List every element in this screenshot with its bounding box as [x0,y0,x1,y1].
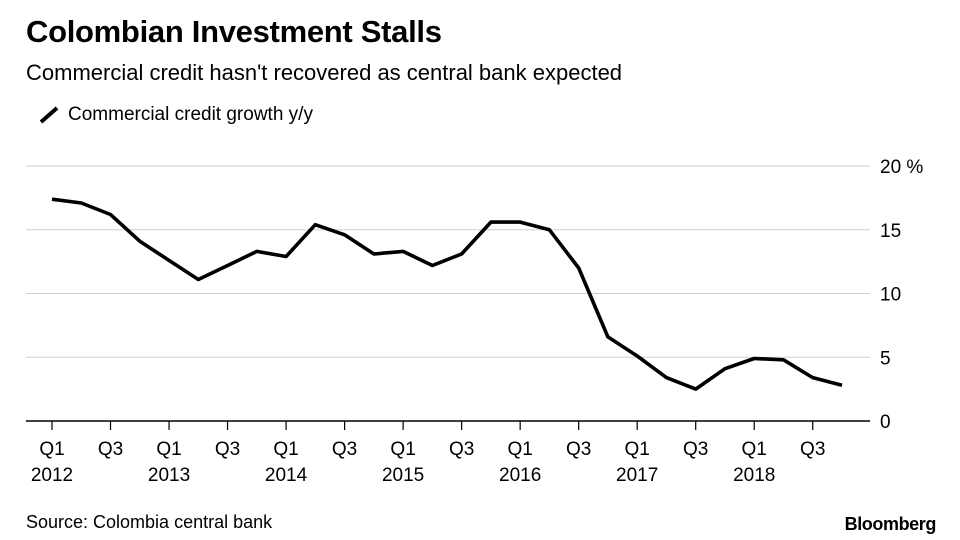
chart-title: Colombian Investment Stalls [26,14,442,49]
x-tick-label-18: Q3 [566,439,591,460]
y-tick-label-5: 5 [880,348,891,369]
x-year-label-2012: 2012 [31,465,73,486]
legend: Commercial credit growth y/y [38,104,313,126]
x-tick-label-0: Q1 [39,439,64,460]
legend-line-icon [39,106,59,124]
x-tick-label-2: Q3 [98,439,123,460]
x-tick-label-26: Q3 [800,439,825,460]
y-tick-label-10: 10 [880,285,901,306]
x-tick-label-12: Q1 [390,439,415,460]
x-tick-label-8: Q1 [273,439,298,460]
x-tick-label-10: Q3 [332,439,357,460]
x-year-label-2018: 2018 [733,465,775,486]
x-tick-label-16: Q1 [507,439,532,460]
x-year-label-2015: 2015 [382,465,424,486]
series-group [51,197,843,391]
legend-label: Commercial credit growth y/y [68,104,313,125]
x-year-label-2016: 2016 [499,465,541,486]
chart-subtitle: Commercial credit hasn't recovered as ce… [26,60,623,85]
y-tick-label-15: 15 [880,221,901,242]
x-year-label-2013: 2013 [148,465,190,486]
x-year-label-2017: 2017 [616,465,658,486]
x-axis: Q1 2012 Q3 Q1 2013 Q3 Q1 2014 Q3 Q1 2015 Q3 Q1 2016 Q3… [31,421,825,486]
x-tick-label-6: Q3 [215,439,240,460]
brand-logo: Bloomberg [844,514,937,534]
y-axis: 20 % 15 10 5 0 [880,157,923,433]
x-tick-label-14: Q3 [449,439,474,460]
y-tick-label-0: 0 [880,412,891,433]
y-tick-label-20: 20 % [880,157,923,178]
source-note: Source: Colombia central bank [26,512,273,532]
series-line-0 [51,197,843,391]
x-tick-label-20: Q1 [625,439,650,460]
x-tick-label-22: Q3 [683,439,708,460]
gridlines [26,165,870,422]
x-tick-label-24: Q1 [742,439,767,460]
x-year-label-2014: 2014 [265,465,308,486]
x-tick-label-4: Q1 [156,439,181,460]
